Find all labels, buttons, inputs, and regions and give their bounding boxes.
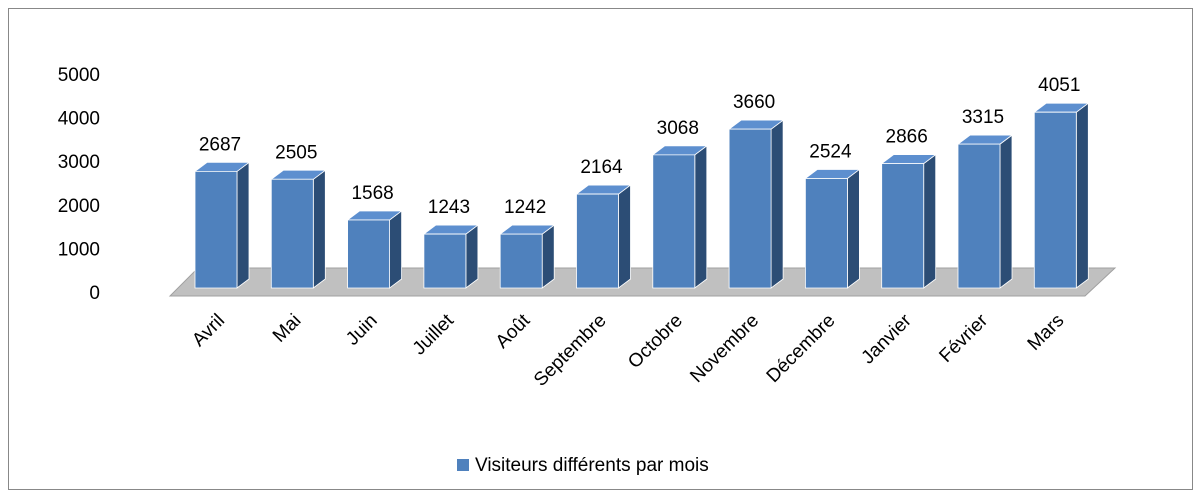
data-label: 1242	[504, 197, 546, 218]
data-label: 4051	[1038, 75, 1080, 96]
bar	[956, 134, 1014, 289]
bar	[346, 210, 403, 289]
bar	[575, 184, 632, 289]
data-label: 2866	[886, 127, 928, 148]
bar	[193, 161, 251, 289]
bar	[270, 169, 327, 289]
data-label: 3660	[733, 92, 775, 113]
bar	[880, 153, 937, 289]
floor	[168, 267, 1117, 297]
bar	[1033, 102, 1090, 289]
bar	[499, 224, 556, 289]
bar	[804, 168, 861, 289]
legend-swatch	[457, 459, 469, 471]
y-tick-label: 3000	[58, 152, 100, 173]
data-label: 2505	[275, 142, 317, 163]
bar	[651, 145, 708, 289]
data-label: 3315	[962, 107, 1004, 128]
y-tick-label: 1000	[58, 239, 100, 260]
legend-label: Visiteurs différents par mois	[475, 455, 709, 476]
data-label: 3068	[657, 118, 699, 139]
data-label: 2524	[809, 141, 852, 162]
data-label: 2164	[580, 157, 623, 178]
data-label: 1243	[428, 197, 470, 218]
y-tick-label: 0	[89, 283, 100, 304]
data-label: 2687	[199, 134, 241, 155]
y-tick-label: 5000	[58, 65, 100, 86]
y-tick-label: 2000	[58, 196, 100, 217]
data-label: 1568	[351, 183, 393, 204]
bar	[727, 119, 785, 289]
y-tick-label: 4000	[58, 109, 100, 130]
bar	[422, 224, 480, 289]
